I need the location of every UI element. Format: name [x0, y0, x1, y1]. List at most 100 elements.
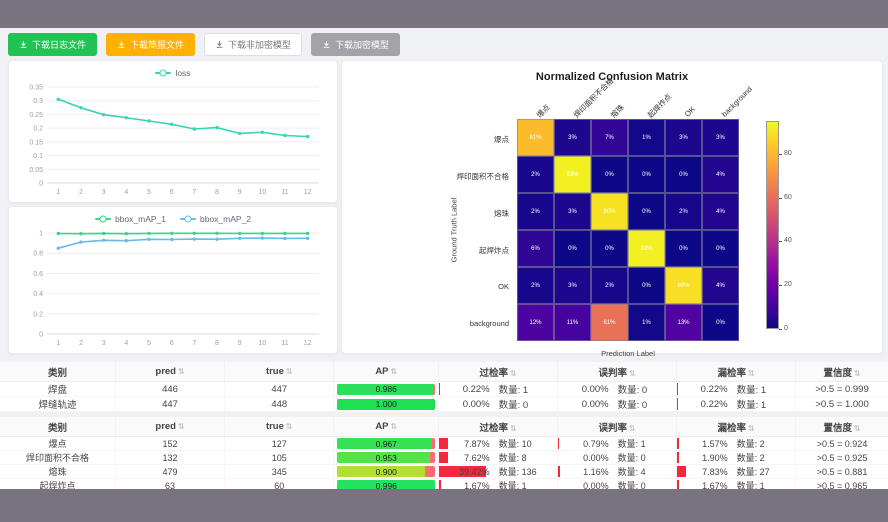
matrix-cell: 4% — [702, 267, 739, 304]
rate-bar — [439, 383, 441, 395]
matrix-title: Normalized Confusion Matrix — [535, 71, 689, 83]
column-header[interactable]: true ⇅ — [224, 417, 334, 437]
matrix-row-label: 熔珠 — [494, 208, 509, 218]
column-header[interactable]: 误判率 ⇅ — [557, 417, 677, 437]
footer-bar — [0, 489, 888, 522]
ap-cell: 0.996 — [333, 478, 439, 489]
svg-text:7: 7 — [192, 340, 196, 347]
svg-text:1: 1 — [39, 231, 43, 238]
rate-bar — [677, 383, 679, 395]
rate-percent: 7.62% — [464, 452, 490, 463]
svg-text:0.6: 0.6 — [33, 271, 43, 278]
loss-chart-card: loss 0 0.05 0.1 0.15 0.2 0.25 0.3 0.35 1 2 3 4 5 6 7 8 9… — [8, 60, 338, 203]
colorbar-tick — [779, 329, 782, 330]
sort-icon[interactable]: ⇅ — [510, 423, 517, 433]
class-name-cell: 焊缝轨迹 — [0, 396, 116, 412]
rate-percent: 7.83% — [702, 466, 728, 477]
rate-bar — [439, 480, 442, 489]
column-header: 类别 — [0, 417, 116, 437]
toolbar: 下载日志文件 下载简报文件 下载非加密模型 下载加密模型 — [8, 33, 401, 56]
column-header[interactable]: pred ⇅ — [114, 417, 225, 437]
column-header[interactable]: 漏检率 ⇅ — [676, 417, 796, 437]
overkill-cell: 7.87% 数量: 10 — [438, 436, 558, 451]
column-header[interactable]: AP ⇅ — [333, 417, 439, 437]
rate-bar — [677, 398, 679, 410]
svg-text:5: 5 — [147, 340, 151, 347]
rate-bar — [439, 452, 449, 463]
column-header[interactable]: 误判率 ⇅ — [557, 362, 677, 382]
sort-icon[interactable]: ⇅ — [510, 368, 517, 378]
sort-icon[interactable]: ⇅ — [285, 367, 293, 376]
pred-cell: 447 — [114, 396, 225, 412]
column-header[interactable]: AP ⇅ — [333, 362, 439, 382]
sort-icon[interactable]: ⇅ — [629, 368, 636, 378]
matrix-cell: 7% — [591, 119, 628, 156]
confusion-matrix: 爆点 焊印面积不合格 熔珠 起焊炸点 OK background 爆点 焊印面积不合格 熔珠 起焊… — [342, 61, 882, 358]
matrix-cell: 0% — [665, 156, 702, 193]
sort-icon[interactable]: ⇅ — [748, 368, 755, 378]
sort-icon[interactable]: ⇅ — [853, 368, 861, 378]
column-header[interactable]: 过检率 ⇅ — [438, 362, 558, 382]
svg-text:0: 0 — [39, 332, 43, 339]
matrix-cell: 6% — [517, 230, 554, 267]
sort-icon[interactable]: ⇅ — [853, 423, 861, 433]
download-encrypted-model-button[interactable]: 下载加密模型 — [311, 33, 401, 56]
confidence-cell: >0.5 = 0.881 — [795, 464, 888, 479]
rate-bar — [677, 452, 680, 463]
matrix-cell: 4% — [702, 156, 739, 193]
download-report-button[interactable]: 下载简报文件 — [106, 33, 196, 56]
column-header[interactable]: 过检率 ⇅ — [438, 417, 558, 437]
sort-icon[interactable]: ⇅ — [177, 422, 185, 431]
miss-cell: 1.57% 数量: 2 — [676, 436, 796, 451]
download-plain-model-button[interactable]: 下载非加密模型 — [204, 33, 303, 56]
loss-chart-legend: loss — [9, 66, 337, 80]
matrix-cell: 3% — [554, 193, 591, 230]
table-row: 熔珠 479 345 0.900 39.42% 数量: 136 1.16% 数量: 4 7.83… — [0, 464, 888, 479]
sort-icon[interactable]: ⇅ — [629, 423, 636, 433]
colorbar-tick-label: 60 — [784, 193, 792, 201]
svg-text:1: 1 — [56, 189, 60, 196]
matrix-cell: 2% — [517, 156, 554, 193]
matrix-cell: 3% — [702, 119, 739, 156]
matrix-cell: 90% — [591, 193, 628, 230]
legend-item-bbox_mAP_1[interactable]: bbox_mAP_1 — [94, 214, 166, 224]
rate-count: 数量: 0 — [617, 481, 646, 489]
sort-icon[interactable]: ⇅ — [390, 367, 398, 376]
true-cell: 105 — [224, 450, 334, 465]
svg-text:6: 6 — [170, 189, 174, 196]
legend-marker-icon — [155, 69, 172, 77]
matrix-cell: 61% — [591, 304, 628, 341]
miss-cell: 1.90% 数量: 2 — [676, 450, 796, 465]
column-header[interactable]: 漏检率 ⇅ — [676, 362, 796, 382]
svg-text:2: 2 — [79, 340, 83, 347]
svg-text:1: 1 — [56, 340, 60, 347]
legend-item-loss[interactable]: loss — [155, 68, 191, 78]
svg-text:0.1: 0.1 — [33, 153, 43, 160]
svg-text:0.4: 0.4 — [33, 291, 43, 298]
rate-count: 数量: 0 — [617, 400, 648, 411]
true-cell: 60 — [224, 478, 334, 489]
colorbar-tick — [779, 285, 782, 287]
column-header[interactable]: true ⇅ — [224, 362, 334, 382]
sort-icon[interactable]: ⇅ — [748, 423, 755, 433]
sort-icon[interactable]: ⇅ — [390, 422, 398, 431]
button-label: 下载日志文件 — [32, 40, 87, 50]
matrix-cell: 12% — [517, 304, 554, 341]
sort-icon[interactable]: ⇅ — [177, 367, 185, 376]
download-log-button[interactable]: 下载日志文件 — [8, 33, 98, 56]
legend-marker-icon — [180, 215, 196, 223]
column-header[interactable]: 置信度 ⇅ — [795, 417, 888, 437]
svg-text:0.35: 0.35 — [29, 85, 43, 92]
matrix-x-axis-label: Prediction Label — [601, 349, 655, 358]
class-name-cell: 焊盘 — [0, 381, 116, 397]
sort-icon[interactable]: ⇅ — [285, 422, 293, 431]
matrix-cell: 0% — [665, 230, 702, 267]
column-header[interactable]: 置信度 ⇅ — [795, 362, 888, 382]
column-header[interactable]: pred ⇅ — [114, 362, 225, 382]
legend-item-bbox_mAP_2[interactable]: bbox_mAP_2 — [180, 214, 251, 224]
matrix-cell: 0% — [628, 156, 665, 193]
true-cell: 448 — [224, 396, 334, 412]
rate-percent: 0.00% — [581, 383, 609, 395]
rate-percent: 0.22% — [700, 383, 728, 395]
